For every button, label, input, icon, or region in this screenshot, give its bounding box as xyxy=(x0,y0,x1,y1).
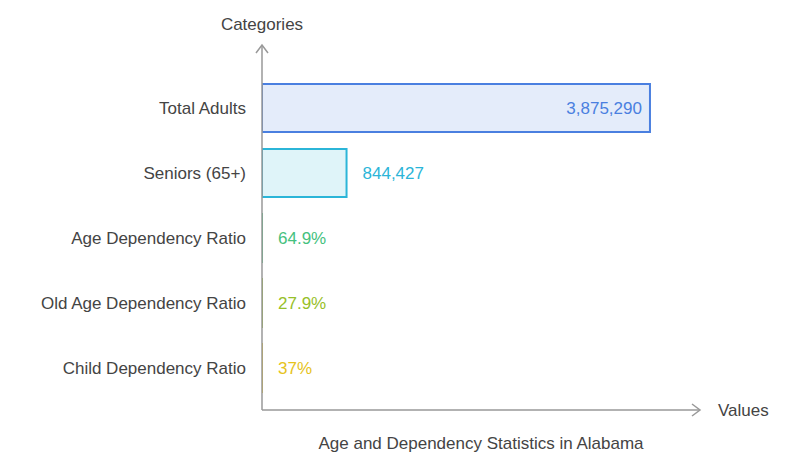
svg-text:Age Dependency Ratio: Age Dependency Ratio xyxy=(71,229,246,248)
svg-text:27.9%: 27.9% xyxy=(278,294,326,313)
svg-text:Categories: Categories xyxy=(221,15,303,34)
svg-text:37%: 37% xyxy=(278,359,312,378)
svg-text:Old Age Dependency Ratio: Old Age Dependency Ratio xyxy=(41,294,246,313)
svg-text:Age and Dependency Statistics: Age and Dependency Statistics in Alabama xyxy=(318,434,644,453)
svg-text:3,875,290: 3,875,290 xyxy=(566,99,642,118)
svg-text:Total Adults: Total Adults xyxy=(159,99,246,118)
svg-text:Values: Values xyxy=(718,401,769,420)
svg-text:64.9%: 64.9% xyxy=(278,229,326,248)
svg-text:Child Dependency Ratio: Child Dependency Ratio xyxy=(63,359,246,378)
svg-text:844,427: 844,427 xyxy=(363,164,424,183)
svg-text:Seniors (65+): Seniors (65+) xyxy=(143,164,246,183)
